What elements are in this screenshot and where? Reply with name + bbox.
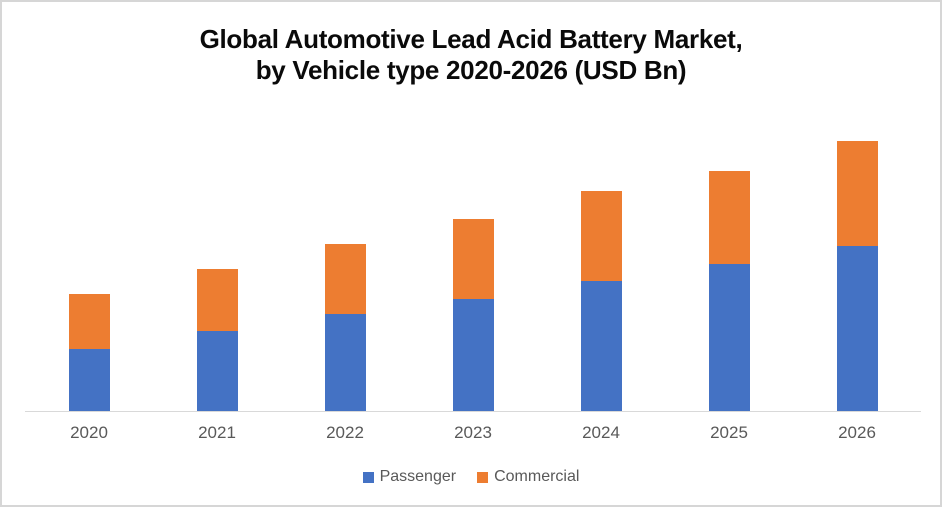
bar-segment-passenger-2025 xyxy=(708,263,750,411)
bar-segment-passenger-2022 xyxy=(324,313,366,411)
bar-segment-passenger-2021 xyxy=(196,331,238,411)
x-axis-label-2023: 2023 xyxy=(454,423,492,442)
legend-swatch-passenger xyxy=(362,471,374,483)
x-axis-label-2026: 2026 xyxy=(838,423,876,442)
legend-item-commercial: Commercial xyxy=(477,468,579,486)
x-axis-label-2020: 2020 xyxy=(70,423,108,442)
bar-segment-commercial-2023 xyxy=(452,218,494,299)
chart-title: Global Automotive Lead Acid Battery Mark… xyxy=(2,24,940,86)
legend-label-commercial: Commercial xyxy=(494,468,580,485)
bar-segment-passenger-2020 xyxy=(68,348,110,411)
bar-segment-passenger-2026 xyxy=(836,246,878,411)
x-axis-label-2025: 2025 xyxy=(710,423,748,442)
chart-title-line1: Global Automotive Lead Acid Battery Mark… xyxy=(199,24,743,54)
x-axis-label-2024: 2024 xyxy=(582,423,620,442)
bar-segment-commercial-2024 xyxy=(580,191,622,281)
legend-item-passenger: Passenger xyxy=(362,468,457,486)
legend: Passenger Commercial xyxy=(2,468,940,486)
bar-segment-passenger-2023 xyxy=(452,298,494,411)
bar-segment-commercial-2025 xyxy=(708,171,750,264)
x-axis-line xyxy=(25,411,921,412)
bar-segment-commercial-2026 xyxy=(836,141,878,246)
bar-segment-passenger-2024 xyxy=(580,281,622,411)
bar-segment-commercial-2020 xyxy=(68,293,110,349)
x-axis-label-2022: 2022 xyxy=(326,423,364,442)
legend-swatch-commercial xyxy=(477,471,489,483)
legend-label-passenger: Passenger xyxy=(379,468,457,485)
bar-segment-commercial-2022 xyxy=(324,243,366,314)
bar-segment-commercial-2021 xyxy=(196,268,238,331)
chart-title-line2: by Vehicle type 2020-2026 (USD Bn) xyxy=(255,55,687,85)
x-axis-label-2021: 2021 xyxy=(198,423,236,442)
